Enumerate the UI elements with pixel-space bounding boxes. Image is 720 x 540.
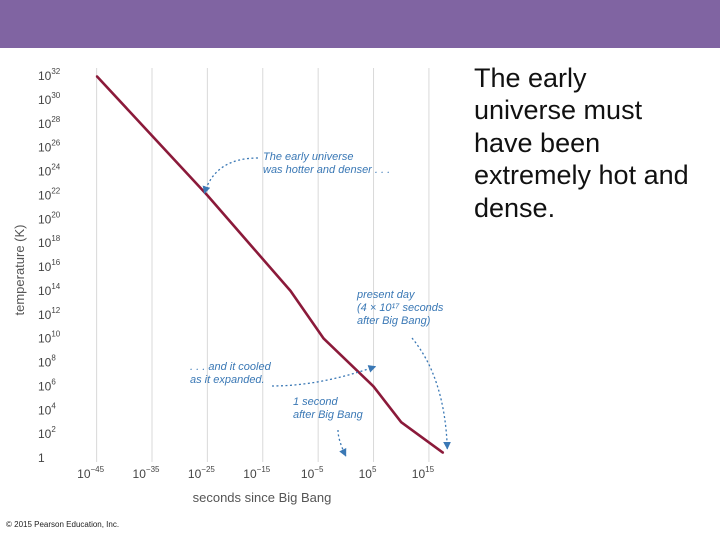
y-tick-label: 1030 [38, 91, 61, 107]
annotation-arrow [271, 365, 377, 387]
x-tick-labels: 10−45 10−35 10−25 10−15 10−5 105 1015 [77, 465, 434, 481]
y-tick-label: 1010 [38, 330, 61, 346]
data-point [95, 75, 98, 77]
x-tick-label: 105 [359, 465, 377, 481]
x-tick-label: 10−25 [188, 465, 215, 481]
x-tick-label: 1015 [412, 465, 435, 481]
slide-text-line: dense. [474, 192, 556, 223]
annotation-arrow [411, 337, 451, 450]
y-tick-label: 1022 [38, 186, 61, 202]
annotation-label: 1 second after Big Bang [293, 396, 364, 421]
slide-text-line: have been [474, 127, 601, 158]
x-tick-label: 10−35 [133, 465, 160, 481]
y-tick-label: 108 [38, 354, 56, 370]
grid-lines [96, 68, 430, 462]
annotation-arrow [337, 429, 347, 457]
y-tick-label: 1020 [38, 210, 61, 226]
x-tick-label: 10−15 [243, 465, 270, 481]
y-tick-label: 1018 [38, 234, 61, 250]
slide-text-line: extremely hot and [474, 160, 689, 191]
y-tick-label: 106 [38, 377, 56, 393]
temperature-history-chart: 10−45 10−35 10−25 10−15 10−5 105 1015 11021041… [12, 67, 451, 505]
slide-body-text: The early universe must have been extrem… [474, 62, 714, 224]
y-tick-label: 1012 [38, 306, 61, 322]
annotation-arrow [202, 157, 259, 195]
x-axis-title: seconds since Big Bang [193, 490, 332, 505]
data-point [442, 452, 445, 454]
data-point [289, 290, 292, 292]
x-tick-label: 10−45 [77, 465, 104, 481]
y-axis-title: temperature (K) [12, 224, 27, 315]
y-tick-label: 1026 [38, 139, 61, 155]
annotation-label: present day (4 × 10¹⁷ seconds after Big Ba… [356, 289, 444, 327]
slide-text-line: universe must [474, 95, 643, 126]
data-point [372, 385, 375, 388]
temperature-curve [95, 75, 445, 454]
y-tick-label: 102 [38, 425, 56, 441]
slide-text-line: The early [474, 63, 587, 93]
annotation-arrows [202, 157, 451, 457]
copyright-notice: © 2015 Pearson Education, Inc. [6, 520, 120, 529]
y-tick-labels: 1 102 104 106 108 1010 1012 1014 1016 1018 1020 102… [38, 67, 61, 465]
annotation-label: The early universe was hotter and denser … [263, 151, 390, 176]
annotation-label: . . . and it cooled as it expanded. [190, 361, 272, 386]
data-point [206, 194, 209, 197]
y-tick-label: 1028 [38, 115, 61, 131]
y-tick-label: 1024 [38, 163, 61, 179]
y-tick-label: 1032 [38, 67, 61, 83]
header-bar [0, 0, 720, 48]
series-layer [95, 75, 445, 454]
x-tick-label: 10−5 [301, 465, 324, 481]
y-tick-label: 1016 [38, 258, 61, 274]
data-point [400, 421, 403, 423]
y-tick-label: 1 [38, 451, 45, 465]
data-point [322, 337, 325, 340]
annotation-labels: The early universe was hotter and denser … [190, 151, 444, 421]
y-tick-label: 1014 [38, 282, 61, 298]
y-tick-label: 104 [38, 401, 56, 417]
